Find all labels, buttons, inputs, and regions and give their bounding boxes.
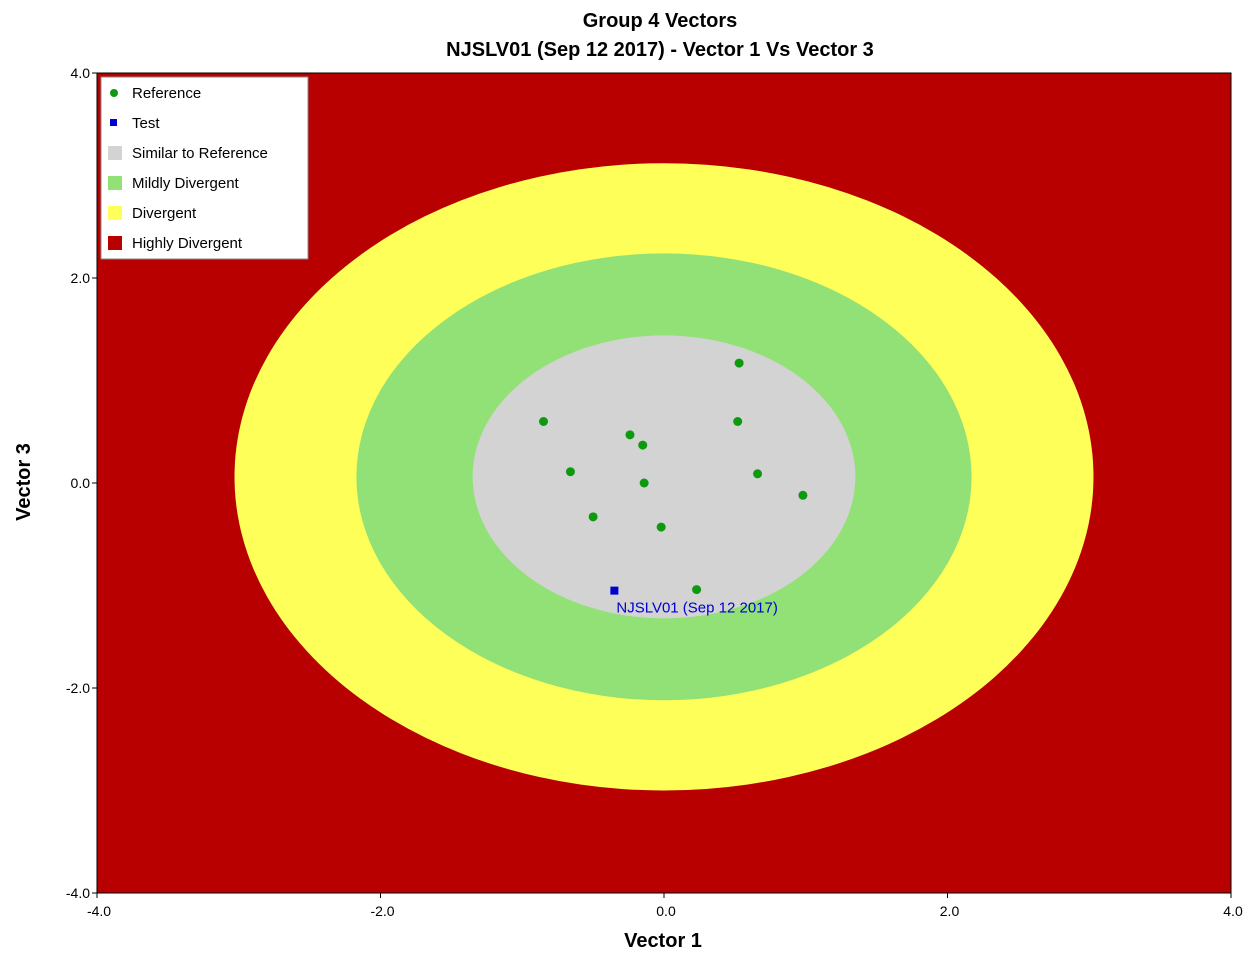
legend-label: Mildly Divergent (132, 175, 240, 192)
legend-label: Similar to Reference (132, 145, 268, 162)
chart-title: Group 4 Vectors (583, 10, 738, 32)
legend-label: Highly Divergent (132, 235, 243, 252)
y-tick-label: -2.0 (66, 680, 90, 696)
legend-swatch (108, 176, 122, 190)
legend-swatch (108, 146, 122, 160)
x-axis-label: Vector 1 (624, 930, 702, 952)
reference-point (733, 417, 743, 426)
test-point-label: NJSLV01 (Sep 12 2017) (616, 600, 778, 617)
legend-label: Test (132, 115, 160, 132)
y-tick-label: 0.0 (71, 475, 91, 491)
reference-point (656, 522, 666, 532)
x-tick-label: 0.0 (656, 903, 676, 919)
plot-area: NJSLV01 (Sep 12 2017) (96, 72, 1232, 894)
reference-point (734, 358, 744, 368)
x-tick-label: 2.0 (940, 903, 960, 919)
reference-point (539, 417, 549, 426)
legend-item: Highly Divergent (108, 235, 243, 252)
reference-point (638, 440, 648, 450)
x-axis-ticks: -4.0 -2.0 0.0 2.0 4.0 (87, 893, 1243, 919)
legend-item: Test (110, 115, 160, 132)
legend-item: Similar to Reference (108, 145, 268, 162)
legend-swatch (108, 236, 122, 250)
legend-item: Divergent (108, 205, 197, 222)
x-tick-label: 4.0 (1223, 903, 1243, 919)
y-axis-label: Vector 3 (13, 443, 35, 521)
reference-point (565, 467, 575, 477)
zone-similar-to-reference (472, 335, 856, 619)
legend-label: Divergent (132, 205, 197, 222)
reference-point (692, 585, 702, 595)
reference-point (639, 478, 649, 488)
reference-point (798, 490, 808, 500)
x-tick-label: -2.0 (370, 903, 394, 919)
legend-swatch (110, 89, 118, 97)
x-tick-label: -4.0 (87, 903, 111, 919)
y-tick-label: 2.0 (71, 270, 91, 286)
legend-box (100, 76, 309, 260)
legend-label: Reference (132, 85, 201, 102)
y-tick-label: 4.0 (71, 65, 91, 81)
legend-swatch (110, 119, 117, 126)
reference-point (588, 512, 598, 522)
legend-item: Mildly Divergent (108, 175, 240, 192)
y-axis-ticks: 4.0 2.0 0.0 -2.0 -4.0 (66, 65, 97, 901)
reference-point (625, 430, 635, 440)
y-tick-label: -4.0 (66, 885, 90, 901)
test-point (610, 586, 619, 595)
legend: Reference Test Similar to Reference Mildly … (100, 76, 309, 260)
legend-swatch (108, 206, 122, 220)
reference-point (753, 469, 763, 479)
chart-subtitle: NJSLV01 (Sep 12 2017) - Vector 1 Vs Vect… (446, 39, 874, 61)
legend-item: Reference (110, 85, 201, 102)
